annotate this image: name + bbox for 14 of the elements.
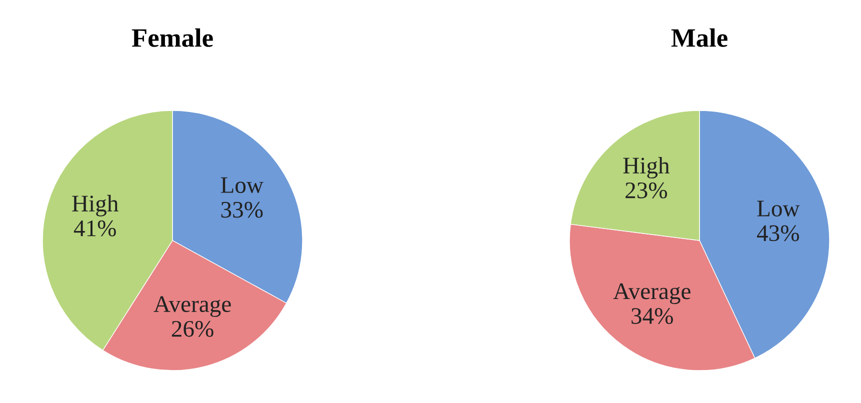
slice-label: Low [757,200,800,216]
data-label: 34% [632,308,673,324]
data-label: 23% [626,182,668,198]
slice-label: Low [220,177,264,194]
slice-label: Average [154,296,231,317]
chart-title: Female [132,28,213,47]
data-label: 41% [74,220,116,236]
chart-title: Male [671,28,728,47]
slice-label: High [623,156,670,178]
data-label: 43% [756,225,799,242]
slice-label: High [72,194,118,216]
data-label: 26% [172,320,214,337]
data-label: 33% [221,202,263,218]
slice-label: Average [613,283,690,304]
